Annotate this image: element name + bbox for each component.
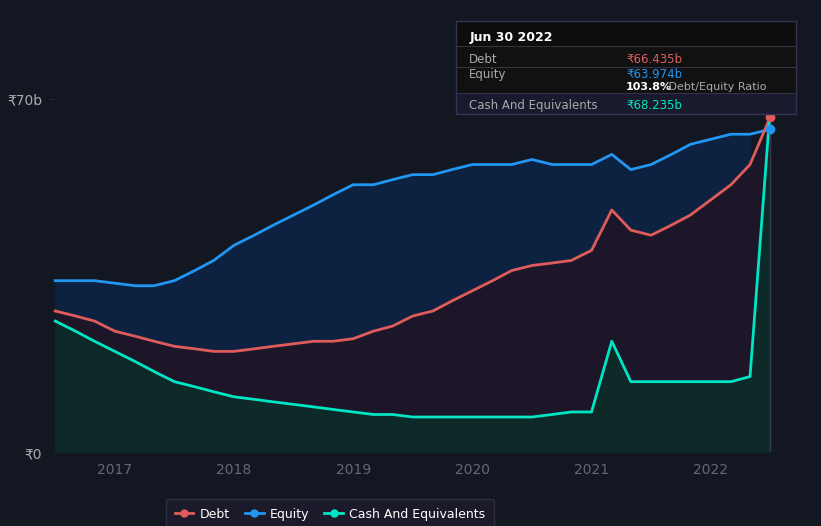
Text: Equity: Equity <box>470 68 507 81</box>
Text: ₹66.435b: ₹66.435b <box>626 53 682 66</box>
Text: Debt: Debt <box>470 53 498 66</box>
Text: ₹63.974b: ₹63.974b <box>626 68 682 81</box>
Point <box>764 104 777 112</box>
Text: 103.8%: 103.8% <box>626 82 672 92</box>
Point <box>764 125 777 134</box>
Text: Cash And Equivalents: Cash And Equivalents <box>470 99 598 112</box>
Point <box>764 113 777 121</box>
Legend: Debt, Equity, Cash And Equivalents: Debt, Equity, Cash And Equivalents <box>166 499 494 526</box>
Text: Jun 30 2022: Jun 30 2022 <box>470 31 553 44</box>
Text: ₹68.235b: ₹68.235b <box>626 99 682 112</box>
Text: Debt/Equity Ratio: Debt/Equity Ratio <box>665 82 767 92</box>
